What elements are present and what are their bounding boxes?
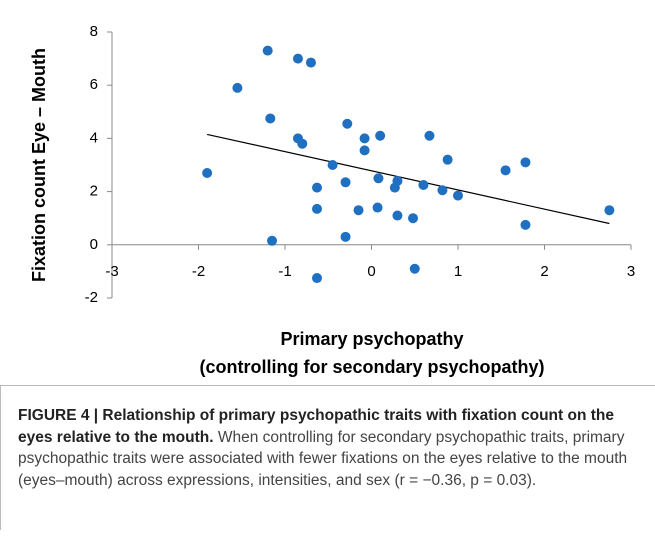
point (418, 179, 429, 190)
point (297, 138, 308, 149)
x-tick-label: 0 (367, 263, 375, 280)
point (372, 202, 383, 213)
point (327, 160, 338, 170)
point (442, 154, 453, 165)
point (340, 177, 351, 188)
chart: Fixation count Eye – Mouth Primary psych… (29, 23, 635, 377)
x-axis-label: Primary psychopathy (280, 329, 463, 349)
point (312, 203, 323, 214)
x-tick-label: 3 (627, 263, 635, 280)
y-tick-label: 4 (90, 129, 98, 146)
point (500, 165, 511, 176)
point (342, 118, 353, 129)
point (520, 157, 531, 168)
point (232, 82, 243, 93)
point (340, 231, 351, 242)
point (305, 57, 316, 68)
point (437, 185, 448, 196)
caption-text: When controlling for secondary psychopat… (18, 428, 628, 489)
point (453, 190, 463, 201)
divider (0, 385, 655, 386)
point (202, 167, 213, 178)
point (292, 53, 303, 64)
point (359, 133, 370, 144)
point (373, 173, 384, 184)
x-tick-label: 1 (454, 263, 462, 280)
y-tick-label: 6 (90, 76, 98, 93)
y-tick-label: 2 (90, 183, 98, 200)
point (312, 182, 323, 193)
caption-title: FIGURE 4 | Relationship of primary psych… (18, 407, 614, 446)
y-tick-label: 8 (90, 23, 98, 40)
point (408, 213, 419, 224)
x-axis-label: (controlling for secondary psychopathy) (199, 357, 544, 377)
point (262, 45, 273, 56)
point (604, 205, 615, 216)
x-tick-label: -3 (105, 263, 118, 280)
point (424, 130, 435, 141)
point (520, 219, 531, 230)
point (359, 145, 370, 156)
point (353, 205, 364, 216)
x-tick-label: -1 (278, 263, 291, 280)
trendline (207, 133, 610, 225)
y-axis-label: Fixation count Eye – Mouth (29, 48, 49, 282)
point (267, 235, 278, 246)
point (392, 210, 403, 221)
point (312, 273, 323, 284)
point (265, 113, 276, 124)
divider (0, 385, 1, 530)
point (392, 175, 403, 186)
caption: FIGURE 4 | Relationship of primary psych… (18, 405, 638, 491)
x-tick-label: 2 (540, 263, 548, 280)
point (375, 130, 386, 141)
y-tick-label: -2 (85, 289, 98, 306)
y-tick-label: 0 (90, 236, 98, 253)
x-tick-label: -2 (192, 263, 205, 280)
point (409, 263, 420, 274)
